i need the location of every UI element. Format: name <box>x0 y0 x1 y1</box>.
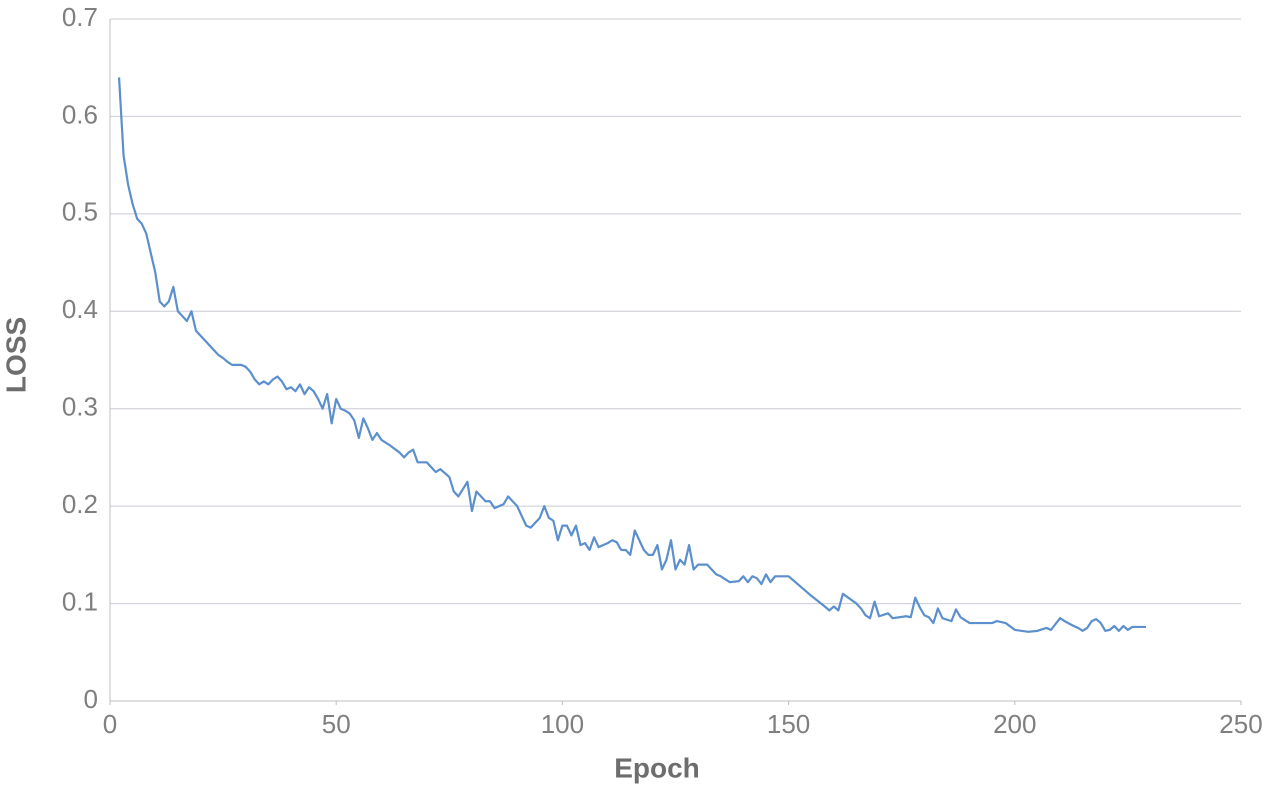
y-tick-label: 0.4 <box>62 294 98 324</box>
y-tick-label: 0.5 <box>62 197 98 227</box>
y-tick-label: 0.2 <box>62 489 98 519</box>
y-tick-label: 0.6 <box>62 99 98 129</box>
x-axis-title: Epoch <box>614 752 700 783</box>
x-tick-label: 50 <box>322 709 351 739</box>
y-tick-label: 0 <box>84 684 98 714</box>
y-tick-label: 0.1 <box>62 586 98 616</box>
y-tick-label: 0.7 <box>62 2 98 32</box>
x-tick-label: 0 <box>103 709 117 739</box>
line-series <box>117 77 1146 633</box>
x-tick-label: 200 <box>993 709 1036 739</box>
x-tick-label: 100 <box>541 709 584 739</box>
x-tick-label: 250 <box>1219 709 1262 739</box>
x-tick-label: 150 <box>767 709 810 739</box>
y-axis-title: LOSS <box>0 317 31 393</box>
y-tick-label: 0.3 <box>62 392 98 422</box>
